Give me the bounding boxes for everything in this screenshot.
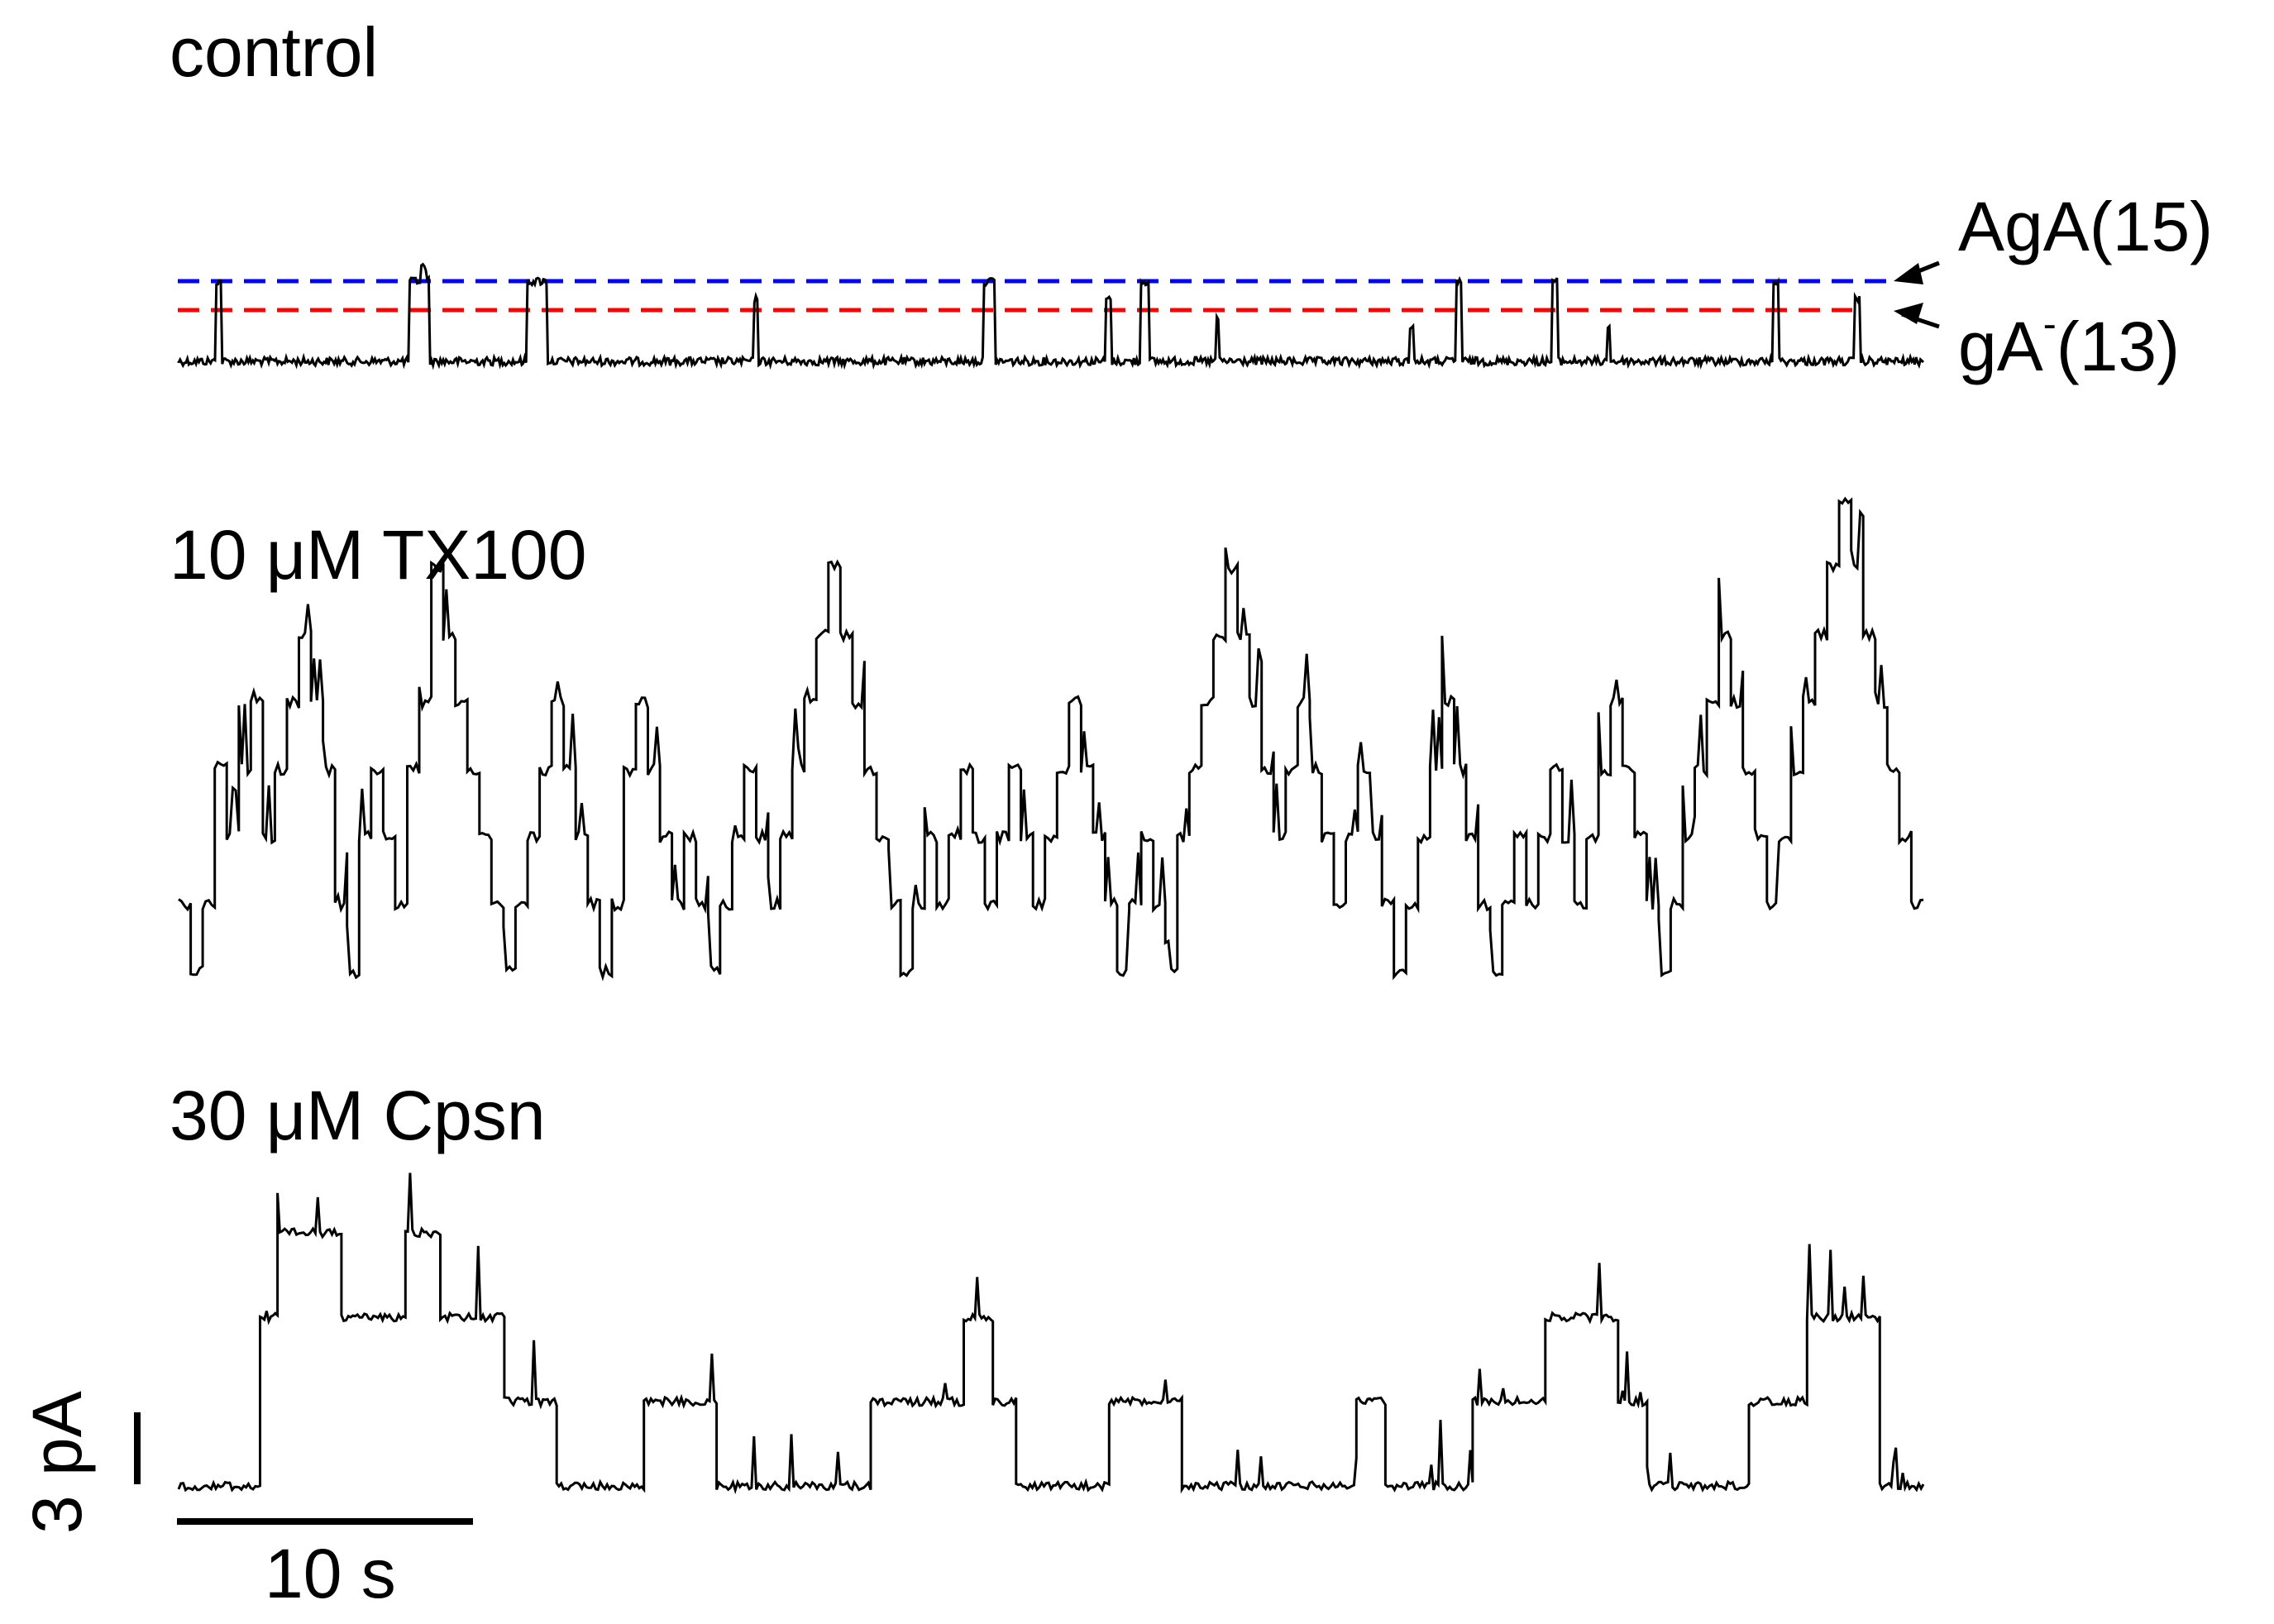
legend-label-ga: gA-(13) bbox=[1958, 303, 2180, 385]
arrow-aga bbox=[1894, 260, 1940, 284]
legend-label-aga: AgA(15) bbox=[1958, 188, 2213, 265]
trace-control bbox=[177, 262, 1925, 370]
legend-label-ga-base: gA bbox=[1958, 308, 2043, 385]
legend-label-ga-sup: - bbox=[2043, 303, 2057, 346]
panel-title-control: control bbox=[170, 13, 378, 91]
scale-label-current: 3 pA bbox=[18, 1391, 96, 1534]
trace-group bbox=[177, 262, 1925, 1495]
trace-tx100 bbox=[178, 496, 1924, 982]
panel-title-tx100: 10 μM TX100 bbox=[170, 516, 586, 594]
arrow-ga bbox=[1894, 303, 1940, 329]
scale-label-time: 10 s bbox=[265, 1535, 396, 1612]
legend-label-ga-tail: (13) bbox=[2057, 308, 2180, 385]
panel-title-cpsn: 30 μM Cpsn bbox=[170, 1077, 546, 1154]
trace-cpsn bbox=[177, 1173, 1925, 1495]
